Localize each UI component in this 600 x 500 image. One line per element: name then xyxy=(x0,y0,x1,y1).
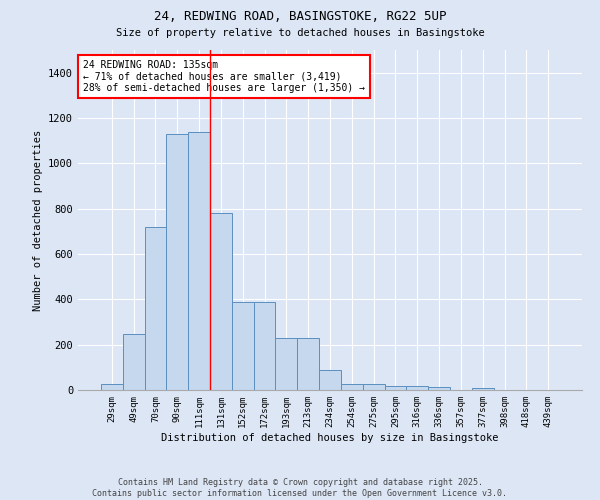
Bar xyxy=(232,302,254,390)
Bar xyxy=(254,302,275,390)
Bar xyxy=(188,132,210,390)
Bar xyxy=(145,227,166,390)
Bar xyxy=(210,213,232,390)
Bar xyxy=(385,386,406,390)
Bar xyxy=(428,387,450,390)
Bar xyxy=(363,384,385,390)
X-axis label: Distribution of detached houses by size in Basingstoke: Distribution of detached houses by size … xyxy=(161,432,499,442)
Bar xyxy=(297,338,319,390)
Text: Size of property relative to detached houses in Basingstoke: Size of property relative to detached ho… xyxy=(116,28,484,38)
Bar xyxy=(275,338,297,390)
Bar xyxy=(472,388,494,390)
Bar xyxy=(319,370,341,390)
Text: 24 REDWING ROAD: 135sqm
← 71% of detached houses are smaller (3,419)
28% of semi: 24 REDWING ROAD: 135sqm ← 71% of detache… xyxy=(83,60,365,94)
Bar xyxy=(341,384,363,390)
Bar xyxy=(406,386,428,390)
Text: 24, REDWING ROAD, BASINGSTOKE, RG22 5UP: 24, REDWING ROAD, BASINGSTOKE, RG22 5UP xyxy=(154,10,446,23)
Bar xyxy=(166,134,188,390)
Bar xyxy=(123,334,145,390)
Bar xyxy=(101,384,123,390)
Y-axis label: Number of detached properties: Number of detached properties xyxy=(32,130,43,310)
Text: Contains HM Land Registry data © Crown copyright and database right 2025.
Contai: Contains HM Land Registry data © Crown c… xyxy=(92,478,508,498)
